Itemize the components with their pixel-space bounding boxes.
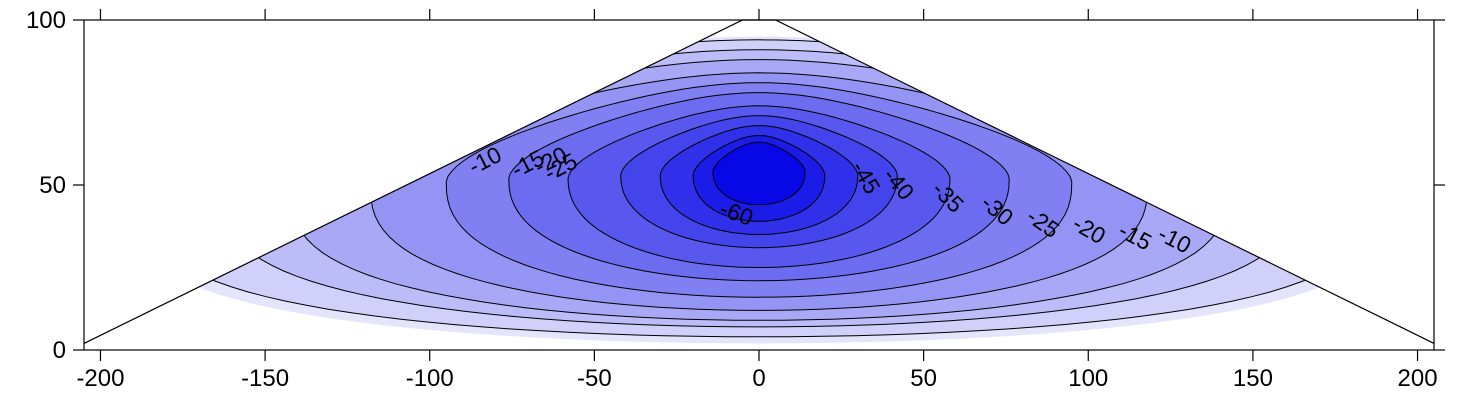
contour-line-55 xyxy=(692,134,826,222)
x-tick-label: -200 xyxy=(76,365,124,392)
contour-line-40 xyxy=(567,105,951,269)
contour-line-45 xyxy=(620,115,898,249)
x-axis: -200 -150 -100 -50 0 50 100 150 200 xyxy=(76,9,1438,392)
outside-mask xyxy=(84,20,1434,344)
x-tick-label: -50 xyxy=(577,365,612,392)
contour-line-60 xyxy=(712,141,806,206)
x-tick-label: 100 xyxy=(1068,365,1108,392)
x-tick-label: -150 xyxy=(241,365,289,392)
x-tick-label: 150 xyxy=(1233,365,1273,392)
y-tick-label: 0 xyxy=(53,337,66,364)
x-tick-label: 50 xyxy=(910,365,937,392)
contour-fill-60 xyxy=(712,142,806,205)
y-tick-label: 50 xyxy=(39,172,66,199)
contour-line-30 xyxy=(445,82,1073,298)
y-tick-label: 100 xyxy=(26,7,66,34)
contour-line-35 xyxy=(508,92,1010,282)
x-tick-label: 0 xyxy=(752,365,765,392)
x-tick-label: -100 xyxy=(406,365,454,392)
y-axis: 0 50 100 xyxy=(26,7,1445,364)
contour-line-50 xyxy=(659,125,859,236)
x-tick-label: 200 xyxy=(1398,365,1438,392)
